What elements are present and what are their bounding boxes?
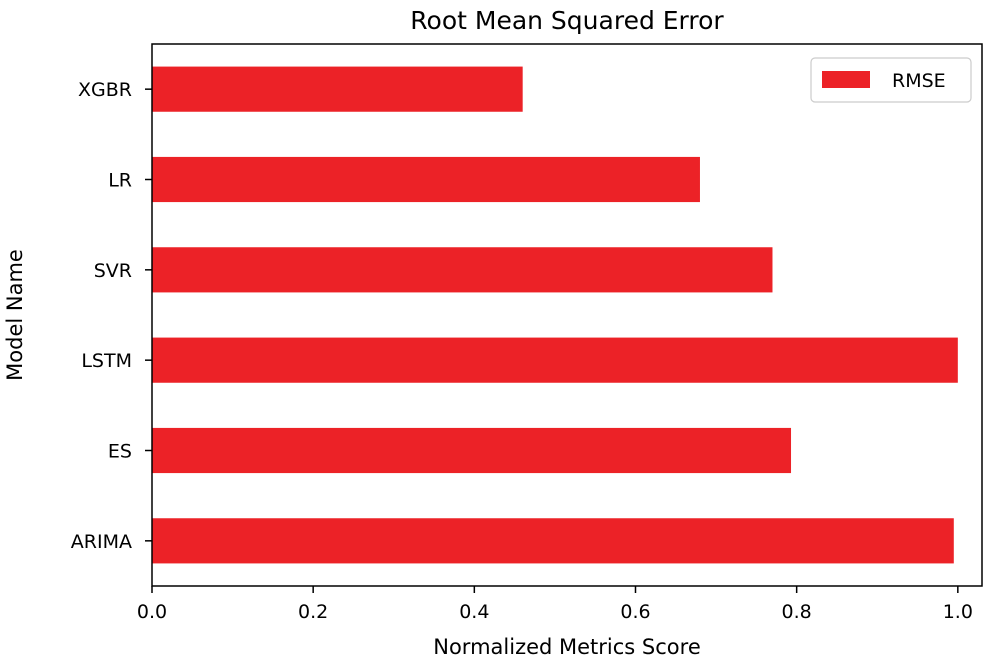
chart-title: Root Mean Squared Error: [410, 6, 724, 35]
x-tick-label-3: 0.6: [620, 601, 650, 623]
bars-layer: [152, 66, 958, 564]
x-ticks-layer: 0.0 0.2 0.4 0.6 0.8 1.0: [137, 586, 973, 623]
y-tick-label-lstm: LSTM: [81, 350, 132, 372]
bar-svr: [152, 247, 773, 293]
x-tick-label-4: 0.8: [782, 601, 812, 623]
legend-box: [810, 57, 972, 103]
bar-lr: [152, 156, 700, 203]
x-tick-label-1: 0.2: [298, 601, 328, 623]
x-tick-label-2: 0.4: [459, 601, 489, 623]
x-axis-label: Normalized Metrics Score: [433, 635, 700, 659]
legend-swatch: [822, 71, 870, 88]
y-tick-label-arima: ARIMA: [71, 531, 132, 553]
legend: RMSE: [810, 57, 972, 103]
plot-frame: [151, 43, 983, 587]
bar-lstm: [152, 337, 958, 383]
legend-label: RMSE: [892, 70, 946, 92]
bar-es: [152, 427, 792, 474]
y-ticks-layer: ARIMA ES LSTM SVR LR XGBR: [71, 79, 152, 553]
y-tick-label-xgbr: XGBR: [78, 79, 132, 101]
y-tick-label-svr: SVR: [94, 260, 132, 282]
x-tick-label-5: 1.0: [943, 601, 973, 623]
y-tick-label-lr: LR: [108, 170, 132, 192]
bar-xgbr: [152, 66, 523, 112]
y-tick-label-es: ES: [108, 441, 132, 463]
x-tick-label-0: 0.0: [137, 601, 167, 623]
bar-arima: [152, 518, 954, 564]
y-axis-label: Model Name: [3, 249, 27, 381]
